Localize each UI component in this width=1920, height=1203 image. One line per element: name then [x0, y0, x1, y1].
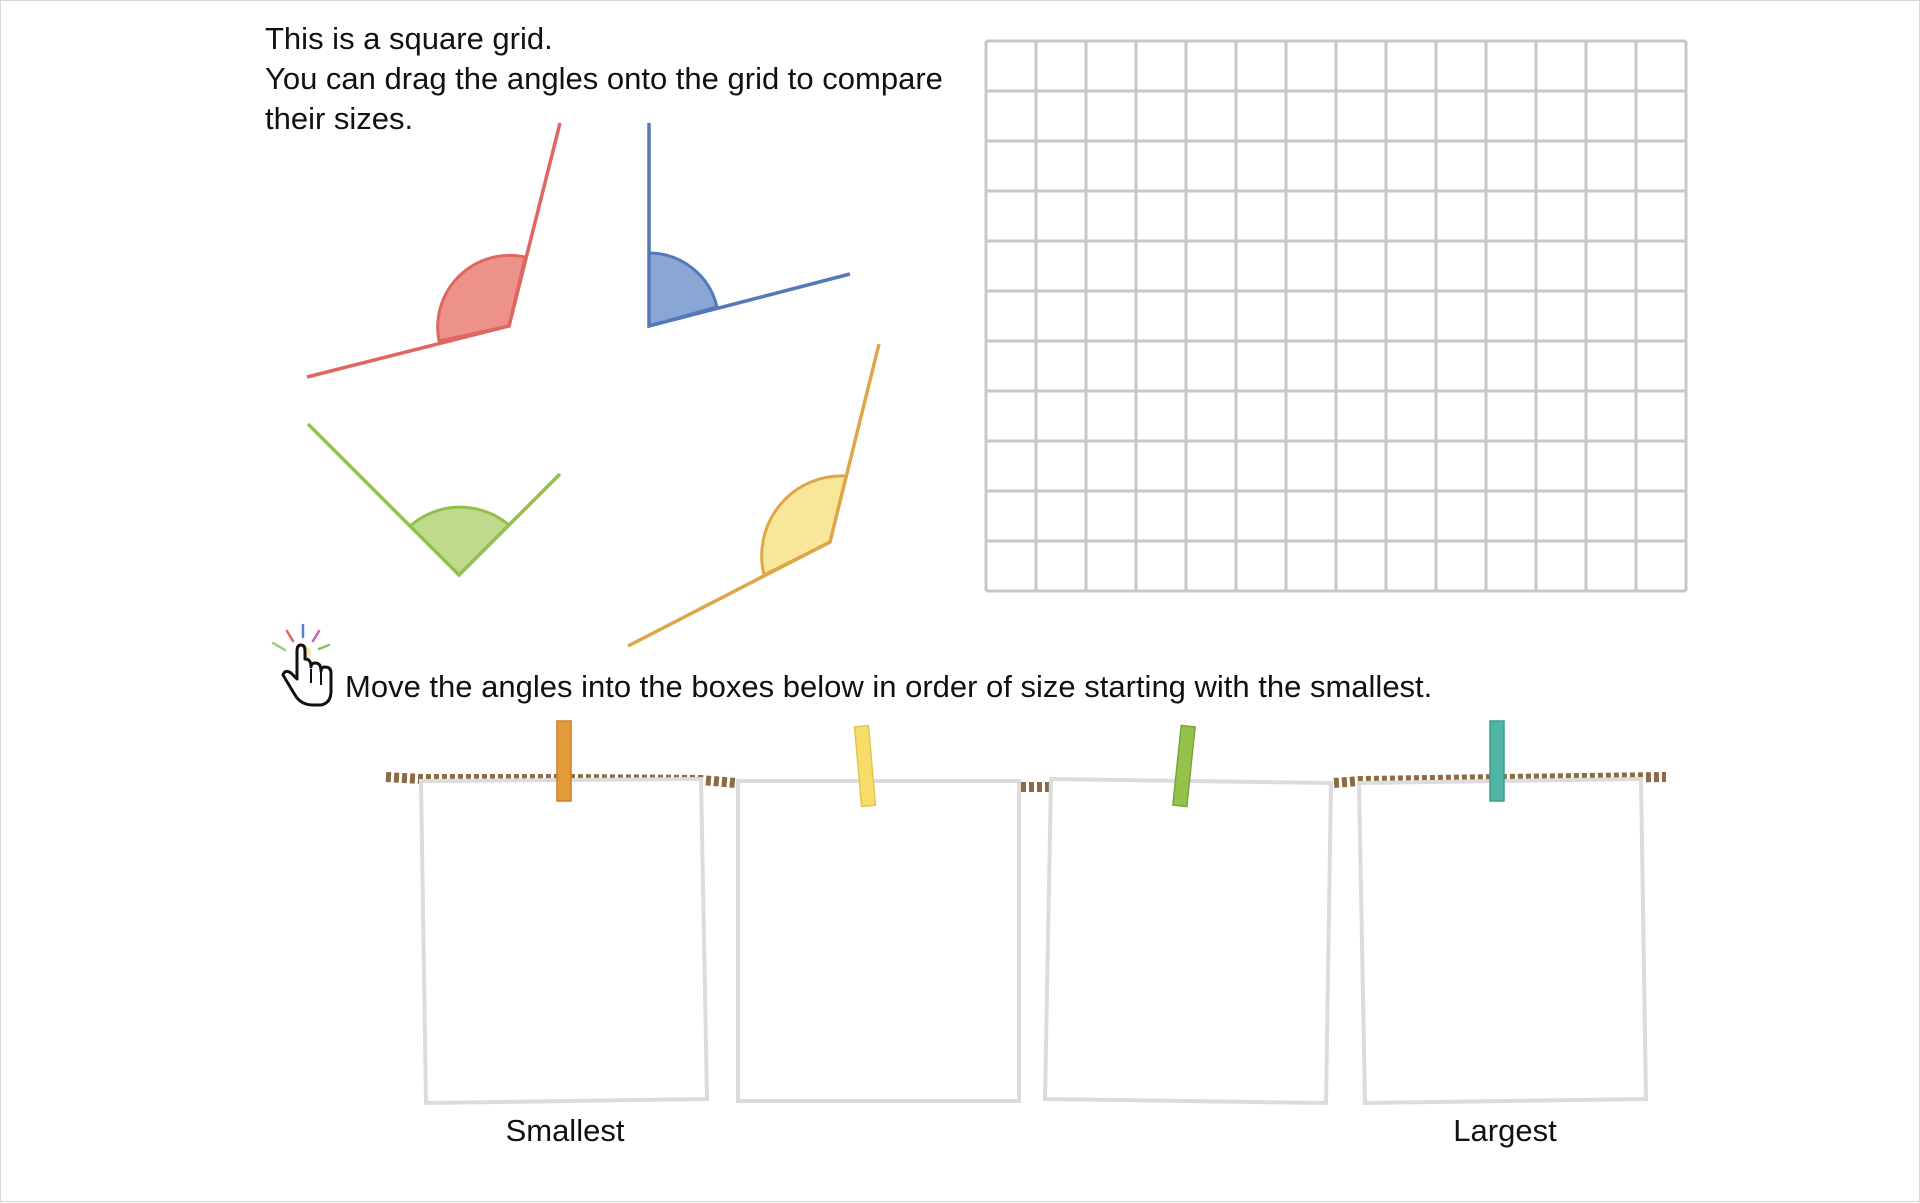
blue-angle[interactable]: [647, 123, 851, 329]
drop-box-2[interactable]: [736, 779, 1021, 1103]
drop-box-1[interactable]: [418, 776, 710, 1106]
square-grid[interactable]: [984, 39, 1688, 598]
red-angle[interactable]: [306, 122, 562, 379]
drop-box-3[interactable]: [1042, 776, 1334, 1106]
largest-label: Largest: [1453, 1113, 1557, 1148]
instruction-text: Move the angles into the boxes below in …: [345, 669, 1433, 704]
smallest-label: Smallest: [505, 1113, 625, 1148]
intro-text: This is a square grid. You can drag the …: [265, 19, 985, 139]
intro-line-2: You can drag the angles onto the grid to…: [265, 61, 943, 96]
yellow-angle[interactable]: [627, 343, 881, 648]
grid-svg: [984, 39, 1688, 593]
green-angle[interactable]: [306, 422, 562, 578]
intro-line-1: This is a square grid.: [265, 21, 553, 56]
intro-line-3: their sizes.: [265, 101, 414, 136]
instruction-row: Move the angles into the boxes below in …: [269, 623, 1569, 707]
pointer-hand-icon: [271, 623, 333, 707]
drop-box-4[interactable]: [1356, 776, 1649, 1106]
